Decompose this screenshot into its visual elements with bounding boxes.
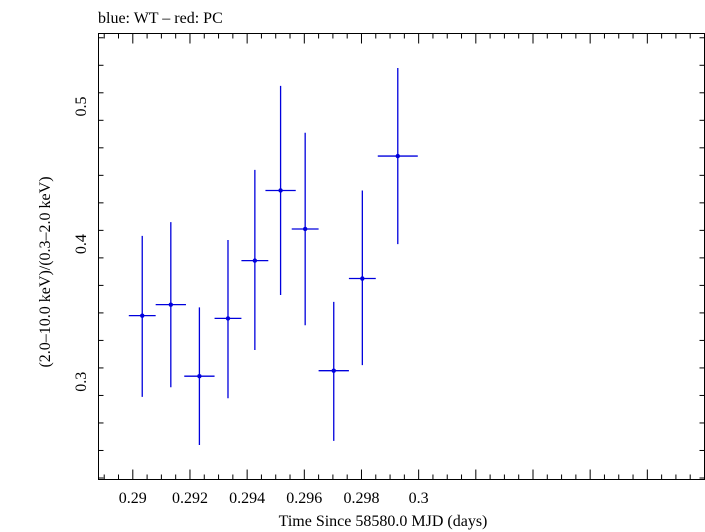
x-tick-label: 0.298 xyxy=(343,490,379,507)
data-point xyxy=(278,188,283,193)
data-point xyxy=(225,316,231,321)
data-point xyxy=(395,153,400,159)
x-tick-label: 0.294 xyxy=(229,490,265,507)
plot-frame xyxy=(98,33,705,480)
data-point xyxy=(197,373,202,379)
y-axis: 0.3 0.4 0.5 xyxy=(73,37,705,479)
x-tick-label: 0.296 xyxy=(286,490,322,507)
data-point xyxy=(168,302,174,307)
x-tick-label: 0.292 xyxy=(172,490,208,507)
y-axis-label: (2.0–10.0 keV)/(0.3–2.0 keV) xyxy=(37,176,54,367)
chart-title: blue: WT – red: PC xyxy=(98,10,223,27)
y-tick-label: 0.4 xyxy=(73,234,90,254)
data-points xyxy=(128,68,418,445)
data-point xyxy=(252,258,258,263)
x-tick-label: 0.29 xyxy=(119,490,147,507)
x-axis: 0.29 0.292 0.294 0.296 0.298 0.3 xyxy=(103,33,705,507)
data-point xyxy=(140,313,145,318)
data-point xyxy=(360,276,365,281)
x-tick-label: 0.3 xyxy=(409,490,429,507)
y-tick-label: 0.3 xyxy=(73,372,90,392)
x-axis-label: Time Since 58580.0 MJD (days) xyxy=(279,513,488,530)
data-point xyxy=(302,226,308,232)
y-tick-label: 0.5 xyxy=(73,97,90,117)
data-point xyxy=(331,368,336,373)
